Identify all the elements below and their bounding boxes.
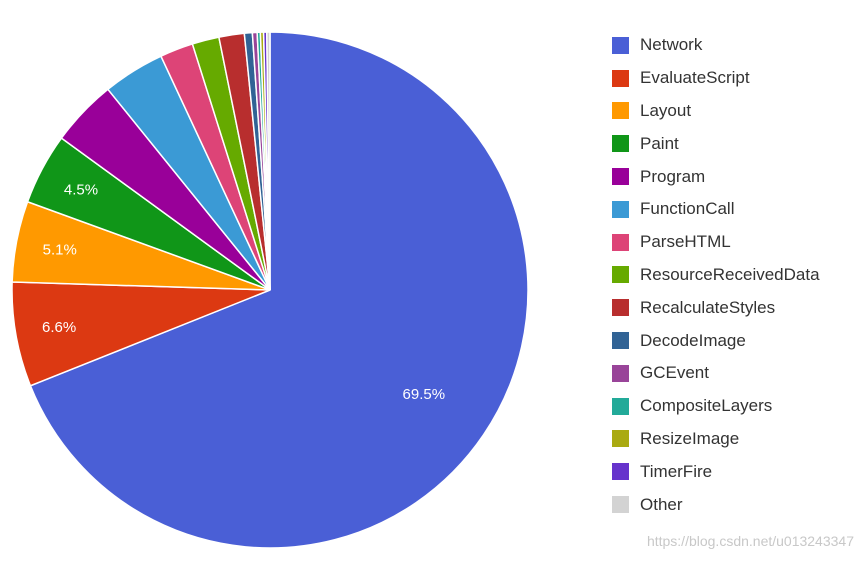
legend-swatch-program bbox=[612, 168, 629, 186]
legend-item-paint: Paint bbox=[612, 127, 857, 160]
legend-item-decode-image: DecodeImage bbox=[612, 324, 857, 357]
legend-label-resize-image: ResizeImage bbox=[640, 428, 740, 448]
legend-swatch-other bbox=[612, 496, 629, 514]
legend-label-resource-received-data: ResourceReceivedData bbox=[640, 264, 820, 284]
legend-swatch-timer-fire bbox=[612, 463, 629, 481]
legend-swatch-network bbox=[612, 36, 629, 54]
legend-item-layout: Layout bbox=[612, 95, 857, 128]
legend-item-network: Network bbox=[612, 29, 857, 62]
legend-label-function-call: FunctionCall bbox=[640, 199, 735, 219]
legend-swatch-decode-image bbox=[612, 332, 629, 350]
slice-label-network: 69.5% bbox=[403, 386, 446, 403]
legend-label-program: Program bbox=[640, 166, 706, 186]
pie-slice-other bbox=[266, 31, 271, 291]
slice-label-layout: 5.1% bbox=[43, 242, 77, 259]
legend-label-evaluate-script: EvaluateScript bbox=[640, 68, 750, 88]
legend-swatch-resize-image bbox=[612, 430, 629, 448]
legend-item-function-call: FunctionCall bbox=[612, 193, 857, 226]
legend-swatch-composite-layers bbox=[612, 397, 629, 415]
legend-item-recalculate-styles: RecalculateStyles bbox=[612, 291, 857, 324]
slice-label-paint: 4.5% bbox=[64, 181, 98, 198]
slice-label-evaluate-script: 6.6% bbox=[42, 319, 76, 336]
legend-item-evaluate-script: EvaluateScript bbox=[612, 62, 857, 95]
legend-label-layout: Layout bbox=[640, 100, 692, 120]
legend-label-recalculate-styles: RecalculateStyles bbox=[640, 297, 776, 317]
legend-item-other: Other bbox=[612, 488, 857, 521]
legend-label-decode-image: DecodeImage bbox=[640, 330, 746, 350]
legend-item-resource-received-data: ResourceReceivedData bbox=[612, 259, 857, 292]
legend-swatch-evaluate-script bbox=[612, 69, 629, 87]
legend-label-gcevent: GCEvent bbox=[640, 363, 709, 383]
legend-item-gcevent: GCEvent bbox=[612, 357, 857, 390]
legend-label-paint: Paint bbox=[640, 133, 679, 153]
legend-swatch-recalculate-styles bbox=[612, 299, 629, 317]
legend-swatch-paint bbox=[612, 135, 629, 153]
legend-label-other: Other bbox=[640, 494, 683, 514]
legend-item-parse-html: ParseHTML bbox=[612, 226, 857, 259]
legend-item-timer-fire: TimerFire bbox=[612, 455, 857, 488]
watermark-text: https://blog.csdn.net/u013243347 bbox=[646, 533, 854, 549]
legend-swatch-layout bbox=[612, 102, 629, 120]
legend-swatch-function-call bbox=[612, 200, 629, 218]
legend-swatch-resource-received-data bbox=[612, 266, 629, 284]
legend-item-program: Program bbox=[612, 160, 857, 193]
pie-slice-network bbox=[29, 31, 529, 549]
legend-label-network: Network bbox=[640, 35, 703, 55]
legend-item-resize-image: ResizeImage bbox=[612, 423, 857, 456]
legend-swatch-gcevent bbox=[612, 364, 629, 382]
legend-label-timer-fire: TimerFire bbox=[640, 461, 713, 481]
legend-swatch-parse-html bbox=[612, 233, 629, 251]
legend-item-composite-layers: CompositeLayers bbox=[612, 390, 857, 423]
legend-label-parse-html: ParseHTML bbox=[640, 232, 731, 252]
legend: Network EvaluateScript Layout Paint Program F… bbox=[612, 29, 857, 521]
legend-label-composite-layers: CompositeLayers bbox=[640, 396, 773, 416]
